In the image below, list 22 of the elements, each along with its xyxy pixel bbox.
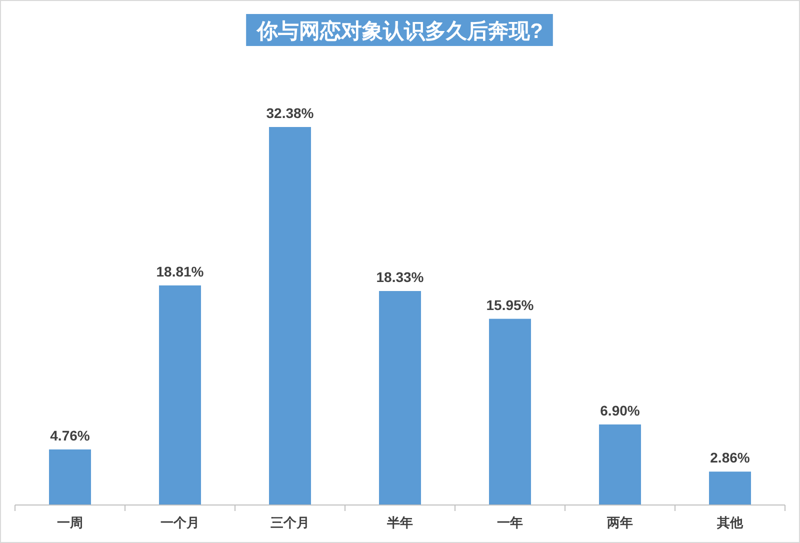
bar: [489, 318, 531, 505]
x-tick-label: 一周: [57, 515, 83, 530]
x-tick-label: 一年: [497, 515, 523, 530]
x-tick-label: 两年: [606, 515, 633, 530]
bar: [269, 127, 311, 505]
bar: [379, 291, 421, 505]
data-label: 18.81%: [156, 263, 204, 280]
bar: [599, 424, 641, 505]
data-label: 32.38%: [266, 105, 314, 121]
x-tick-label: 三个月: [270, 515, 310, 530]
data-label: 2.86%: [710, 450, 750, 466]
data-label: 4.76%: [50, 427, 90, 444]
x-tick-label: 其他: [716, 515, 744, 530]
data-label: 15.95%: [486, 296, 534, 313]
data-label: 18.33%: [376, 269, 424, 286]
data-label: 6.90%: [600, 402, 640, 418]
bar: [49, 449, 91, 505]
bar: [709, 472, 751, 505]
bar: [159, 285, 201, 505]
chart-title: 你与网恋对象认识多久后奔现?: [256, 19, 543, 43]
x-tick-label: 一个月: [160, 515, 200, 530]
x-tick-label: 半年: [386, 515, 413, 530]
